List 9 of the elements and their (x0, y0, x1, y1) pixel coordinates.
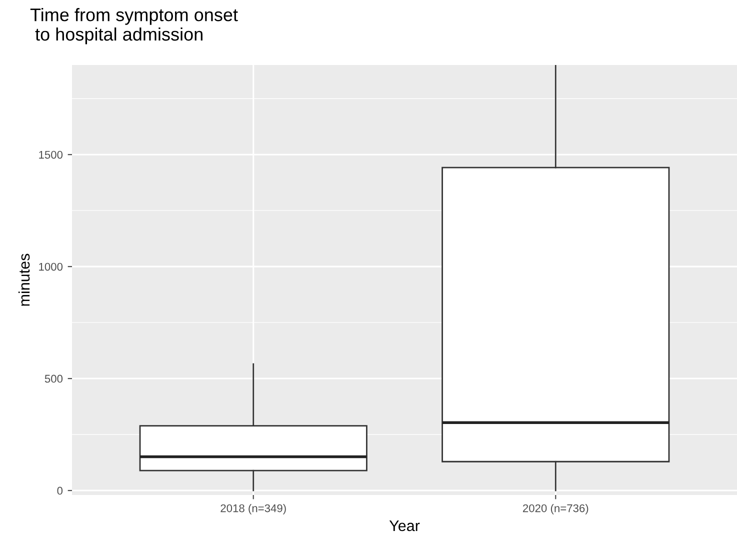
y-tick-label: 0 (57, 486, 63, 495)
chart-title: Time from symptom onset to hospital admission (30, 8, 238, 44)
x-tick-label: 2020 (n=736) (522, 504, 588, 514)
x-axis-title: Year (389, 520, 420, 532)
y-tick-label: 1000 (39, 262, 63, 271)
y-axis-title: minutes (18, 254, 30, 306)
y-tick-label: 500 (44, 374, 63, 383)
x-tick-label: 2018 (n=349) (220, 504, 286, 514)
y-tick-label: 1500 (39, 150, 63, 159)
